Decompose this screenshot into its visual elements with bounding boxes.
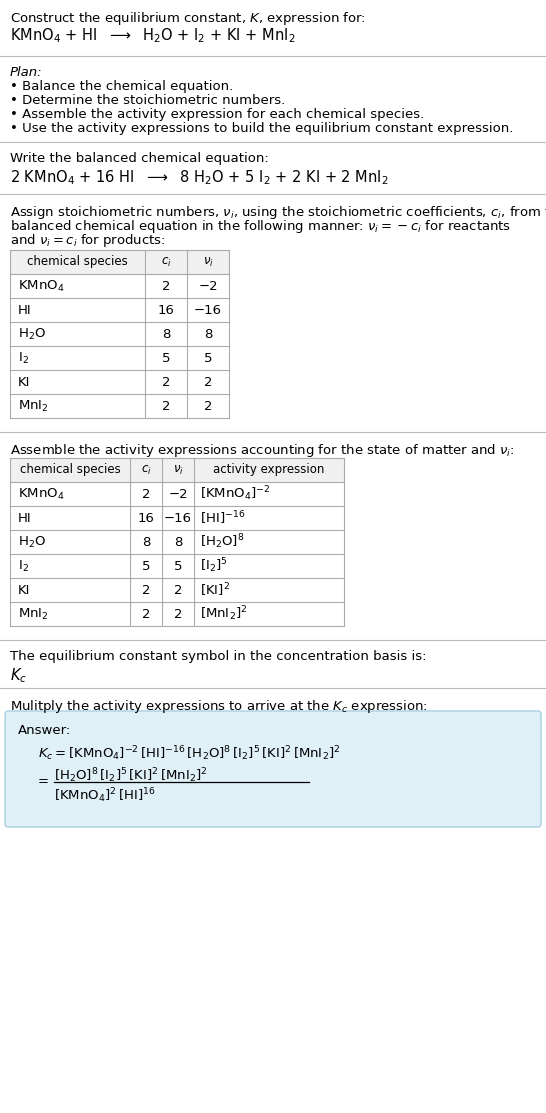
Text: 16: 16 xyxy=(158,304,174,316)
Text: $[\mathrm{MnI_2}]^{2}$: $[\mathrm{MnI_2}]^{2}$ xyxy=(200,604,247,623)
Text: and $\nu_i = c_i$ for products:: and $\nu_i = c_i$ for products: xyxy=(10,232,165,249)
Bar xyxy=(10,459,344,482)
Text: HI: HI xyxy=(18,512,32,524)
Text: 2: 2 xyxy=(174,608,182,621)
Text: Mulitply the activity expressions to arrive at the $K_c$ expression:: Mulitply the activity expressions to arr… xyxy=(10,698,428,715)
Text: $c_i$: $c_i$ xyxy=(161,256,171,268)
Text: −2: −2 xyxy=(168,487,188,501)
Text: Construct the equilibrium constant, $K$, expression for:: Construct the equilibrium constant, $K$,… xyxy=(10,10,366,27)
Text: $[\mathrm{KMnO_4}]^{2}\,[\mathrm{HI}]^{16}$: $[\mathrm{KMnO_4}]^{2}\,[\mathrm{HI}]^{1… xyxy=(54,786,156,805)
Text: KI: KI xyxy=(18,375,31,388)
Text: $\mathrm{I_2}$: $\mathrm{I_2}$ xyxy=(18,559,29,573)
Text: 2 $\mathrm{KMnO_4}$ + 16 HI  $\longrightarrow$  8 $\mathrm{H_2O}$ + 5 $\mathrm{I: 2 $\mathrm{KMnO_4}$ + 16 HI $\longrighta… xyxy=(10,168,389,187)
Text: 5: 5 xyxy=(162,352,170,364)
Text: 8: 8 xyxy=(174,535,182,549)
Text: $K_c = [\mathrm{KMnO_4}]^{-2}\,[\mathrm{HI}]^{-16}\,[\mathrm{H_2O}]^{8}\,[\mathr: $K_c = [\mathrm{KMnO_4}]^{-2}\,[\mathrm{… xyxy=(38,743,341,762)
Text: 2: 2 xyxy=(162,400,170,413)
Text: $[\mathrm{KMnO_4}]^{-2}$: $[\mathrm{KMnO_4}]^{-2}$ xyxy=(200,484,270,503)
Text: 2: 2 xyxy=(142,487,150,501)
Text: $\nu_i$: $\nu_i$ xyxy=(173,463,183,476)
Text: $[\mathrm{H_2O}]^{8}\,[\mathrm{I_2}]^{5}\,[\mathrm{KI}]^{2}\,[\mathrm{MnI_2}]^{2: $[\mathrm{H_2O}]^{8}\,[\mathrm{I_2}]^{5}… xyxy=(54,766,207,785)
Text: 2: 2 xyxy=(162,375,170,388)
Text: 2: 2 xyxy=(204,375,212,388)
Text: $c_i$: $c_i$ xyxy=(141,463,151,476)
Text: $\mathrm{I_2}$: $\mathrm{I_2}$ xyxy=(18,351,29,365)
Text: $\mathrm{KMnO_4}$: $\mathrm{KMnO_4}$ xyxy=(18,486,64,502)
Text: activity expression: activity expression xyxy=(213,463,325,476)
Text: 2: 2 xyxy=(142,608,150,621)
Text: • Assemble the activity expression for each chemical species.: • Assemble the activity expression for e… xyxy=(10,108,424,121)
Text: Plan:: Plan: xyxy=(10,66,43,79)
Text: Write the balanced chemical equation:: Write the balanced chemical equation: xyxy=(10,152,269,165)
Text: 5: 5 xyxy=(142,560,150,572)
Text: 5: 5 xyxy=(204,352,212,364)
Text: The equilibrium constant symbol in the concentration basis is:: The equilibrium constant symbol in the c… xyxy=(10,650,426,663)
Text: $\mathrm{MnI_2}$: $\mathrm{MnI_2}$ xyxy=(18,398,49,414)
Text: =: = xyxy=(38,776,49,788)
Text: 8: 8 xyxy=(142,535,150,549)
Text: 8: 8 xyxy=(162,327,170,341)
Text: $K_c$: $K_c$ xyxy=(10,666,27,684)
Text: $[\mathrm{H_2O}]^{8}$: $[\mathrm{H_2O}]^{8}$ xyxy=(200,533,245,551)
Text: $\mathrm{KMnO_4}$ + HI  $\longrightarrow$  $\mathrm{H_2O}$ + $\mathrm{I_2}$ + KI: $\mathrm{KMnO_4}$ + HI $\longrightarrow$… xyxy=(10,26,295,45)
Text: $\mathrm{H_2O}$: $\mathrm{H_2O}$ xyxy=(18,326,46,342)
Text: $\mathrm{MnI_2}$: $\mathrm{MnI_2}$ xyxy=(18,607,49,621)
Text: balanced chemical equation in the following manner: $\nu_i = -c_i$ for reactants: balanced chemical equation in the follow… xyxy=(10,218,511,235)
Text: $\mathrm{KMnO_4}$: $\mathrm{KMnO_4}$ xyxy=(18,278,64,294)
Text: • Balance the chemical equation.: • Balance the chemical equation. xyxy=(10,80,233,93)
Text: • Determine the stoichiometric numbers.: • Determine the stoichiometric numbers. xyxy=(10,93,285,107)
Text: chemical species: chemical species xyxy=(20,463,120,476)
Text: $\mathrm{H_2O}$: $\mathrm{H_2O}$ xyxy=(18,534,46,550)
Text: 2: 2 xyxy=(142,583,150,597)
Text: • Use the activity expressions to build the equilibrium constant expression.: • Use the activity expressions to build … xyxy=(10,122,513,135)
Text: 2: 2 xyxy=(204,400,212,413)
Text: $[\mathrm{HI}]^{-16}$: $[\mathrm{HI}]^{-16}$ xyxy=(200,510,245,526)
Text: Assemble the activity expressions accounting for the state of matter and $\nu_i$: Assemble the activity expressions accoun… xyxy=(10,442,515,459)
FancyBboxPatch shape xyxy=(5,711,541,827)
Text: 16: 16 xyxy=(138,512,155,524)
Bar xyxy=(10,250,229,274)
Text: $[\mathrm{I_2}]^{5}$: $[\mathrm{I_2}]^{5}$ xyxy=(200,556,228,575)
Text: −2: −2 xyxy=(198,279,218,293)
Text: 2: 2 xyxy=(162,279,170,293)
Text: KI: KI xyxy=(18,583,31,597)
Text: Answer:: Answer: xyxy=(18,723,71,737)
Text: chemical species: chemical species xyxy=(27,256,128,268)
Text: −16: −16 xyxy=(164,512,192,524)
Text: 2: 2 xyxy=(174,583,182,597)
Text: Assign stoichiometric numbers, $\nu_i$, using the stoichiometric coefficients, $: Assign stoichiometric numbers, $\nu_i$, … xyxy=(10,204,546,221)
Text: 8: 8 xyxy=(204,327,212,341)
Text: $[\mathrm{KI}]^{2}$: $[\mathrm{KI}]^{2}$ xyxy=(200,581,230,599)
Text: −16: −16 xyxy=(194,304,222,316)
Text: 5: 5 xyxy=(174,560,182,572)
Text: $\nu_i$: $\nu_i$ xyxy=(203,256,213,268)
Text: HI: HI xyxy=(18,304,32,316)
